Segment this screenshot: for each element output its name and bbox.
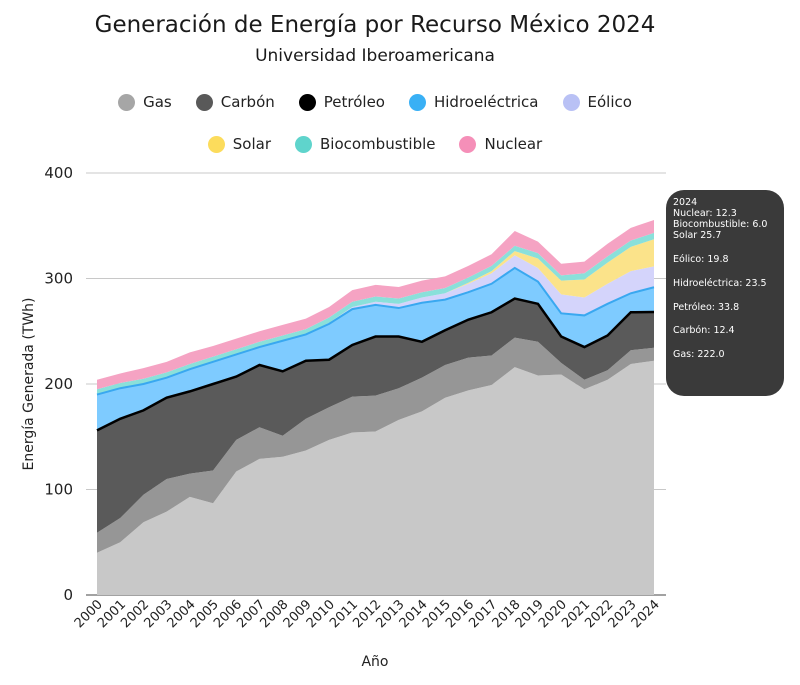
legend-label: Carbón bbox=[220, 93, 275, 111]
legend-label: Eólico bbox=[587, 93, 632, 111]
legend-swatch-nuclear-icon bbox=[459, 135, 477, 153]
legend-swatch-gas-icon bbox=[118, 93, 136, 111]
chart-subtitle: Universidad Iberoamericana bbox=[255, 46, 495, 66]
tooltip-line-biocombustible: Biocombustible: 6.0 bbox=[673, 218, 768, 230]
area-gas bbox=[97, 360, 654, 595]
tooltip-line-eolico: Eólico: 19.8 bbox=[673, 253, 729, 265]
y-axis-title: Energía Generada (TWh) bbox=[21, 297, 37, 470]
tooltip-line-petroleo: Petróleo: 33.8 bbox=[673, 301, 740, 313]
tooltip-line-nuclear: Nuclear: 12.3 bbox=[673, 207, 737, 219]
legend-swatch-hidroelectrica-icon bbox=[408, 93, 426, 111]
area-lines bbox=[96, 266, 655, 432]
line-hidroelectrica bbox=[96, 266, 655, 396]
x-axis-title: Año bbox=[361, 654, 388, 670]
legend-item-solar[interactable]: Solar bbox=[207, 135, 271, 153]
chart-title: Generación de Energía por Recurso México… bbox=[94, 12, 656, 38]
legend-swatch-petroleo-icon bbox=[298, 93, 316, 111]
y-tick-label: 200 bbox=[44, 375, 73, 393]
legend-item-gas[interactable]: Gas bbox=[118, 93, 172, 111]
tooltip-line-carbon: Carbón: 12.4 bbox=[673, 325, 735, 337]
legend-item-eolico[interactable]: Eólico bbox=[562, 93, 632, 111]
tooltip-year: 2024 bbox=[673, 197, 698, 208]
y-tick-label: 0 bbox=[63, 586, 73, 604]
y-tick-label: 400 bbox=[44, 164, 73, 182]
legend-swatch-eolico-icon bbox=[562, 93, 580, 111]
line-petroleo bbox=[96, 297, 655, 432]
legend-item-petroleo[interactable]: Petróleo bbox=[298, 93, 385, 111]
legend-swatch-biocombustible-icon bbox=[295, 135, 312, 153]
legend-item-hidroelectrica[interactable]: Hidroeléctrica bbox=[408, 93, 539, 111]
tooltip-line-solar: Solar 25.7 bbox=[673, 229, 722, 241]
legend-swatch-carbon-icon bbox=[195, 93, 213, 111]
legend-row-2: Solar Biocombustible Nuclear bbox=[0, 135, 750, 153]
y-tick-label: 300 bbox=[44, 270, 73, 288]
y-tick-label: 100 bbox=[44, 481, 73, 499]
legend-item-carbon[interactable]: Carbón bbox=[195, 93, 275, 111]
tooltip-line-hidroelectrica: Hidroeléctrica: 23.5 bbox=[673, 277, 767, 289]
area-nuclear bbox=[97, 219, 654, 390]
area-petroleo bbox=[97, 298, 654, 533]
hover-tooltip: 2024 Nuclear: 12.3 Biocombustible: 6.0 S… bbox=[666, 190, 784, 396]
legend-label: Petróleo bbox=[323, 93, 385, 111]
legend-label: Biocombustible bbox=[320, 135, 436, 153]
legend-label: Hidroeléctrica bbox=[433, 93, 539, 111]
legend-row-1: Gas Carbón Petróleo Hidroeléctrica Eólic… bbox=[0, 93, 750, 111]
area-layers bbox=[97, 219, 654, 595]
legend-item-nuclear[interactable]: Nuclear bbox=[459, 135, 542, 153]
legend-item-biocombustible[interactable]: Biocombustible bbox=[295, 135, 435, 153]
legend-label: Nuclear bbox=[484, 135, 543, 153]
tooltip-line-gas: Gas: 222.0 bbox=[673, 349, 725, 361]
legend-swatch-solar-icon bbox=[207, 135, 225, 153]
legend-label: Gas bbox=[143, 93, 172, 111]
legend-label: Solar bbox=[232, 135, 271, 153]
